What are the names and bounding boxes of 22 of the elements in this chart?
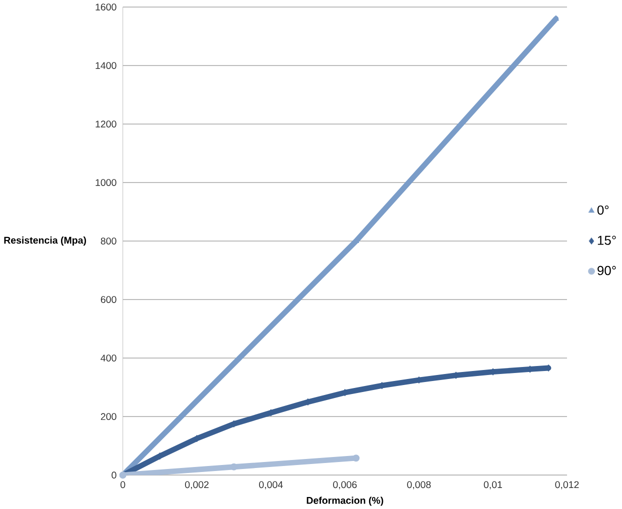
x-tick-label: 0,004 [259, 481, 283, 490]
x-tick-label: 0 [120, 481, 126, 488]
x-tick-label: 0,002 [185, 481, 209, 490]
x-tick-label: 0,012 [555, 481, 579, 490]
y-tick-label: 800 [100, 237, 116, 244]
y-tick-label: 1600 [96, 3, 116, 10]
y-tick-label: 1400 [96, 62, 116, 69]
y-tick-label: 200 [100, 412, 116, 420]
legend-label: 0° [597, 205, 609, 215]
legend-label: 90° [598, 266, 616, 275]
legend-label: 15° [598, 236, 616, 245]
y-tick-label: 600 [100, 296, 116, 303]
point [352, 454, 360, 462]
y-tick-label: 1000 [96, 178, 116, 186]
y-tick-label: 0 [112, 471, 116, 478]
y-tick-label: 1200 [96, 120, 116, 128]
x-tick-label: 0,008 [407, 481, 431, 490]
y-tick-label: 400 [100, 354, 116, 362]
x-axis-title: Deformacion (%) [306, 496, 384, 506]
x-tick-label: 0,01 [484, 481, 502, 490]
x-tick-label: 0,006 [333, 481, 357, 490]
y-axis-title: Resistencia (Mpa) [4, 236, 86, 246]
